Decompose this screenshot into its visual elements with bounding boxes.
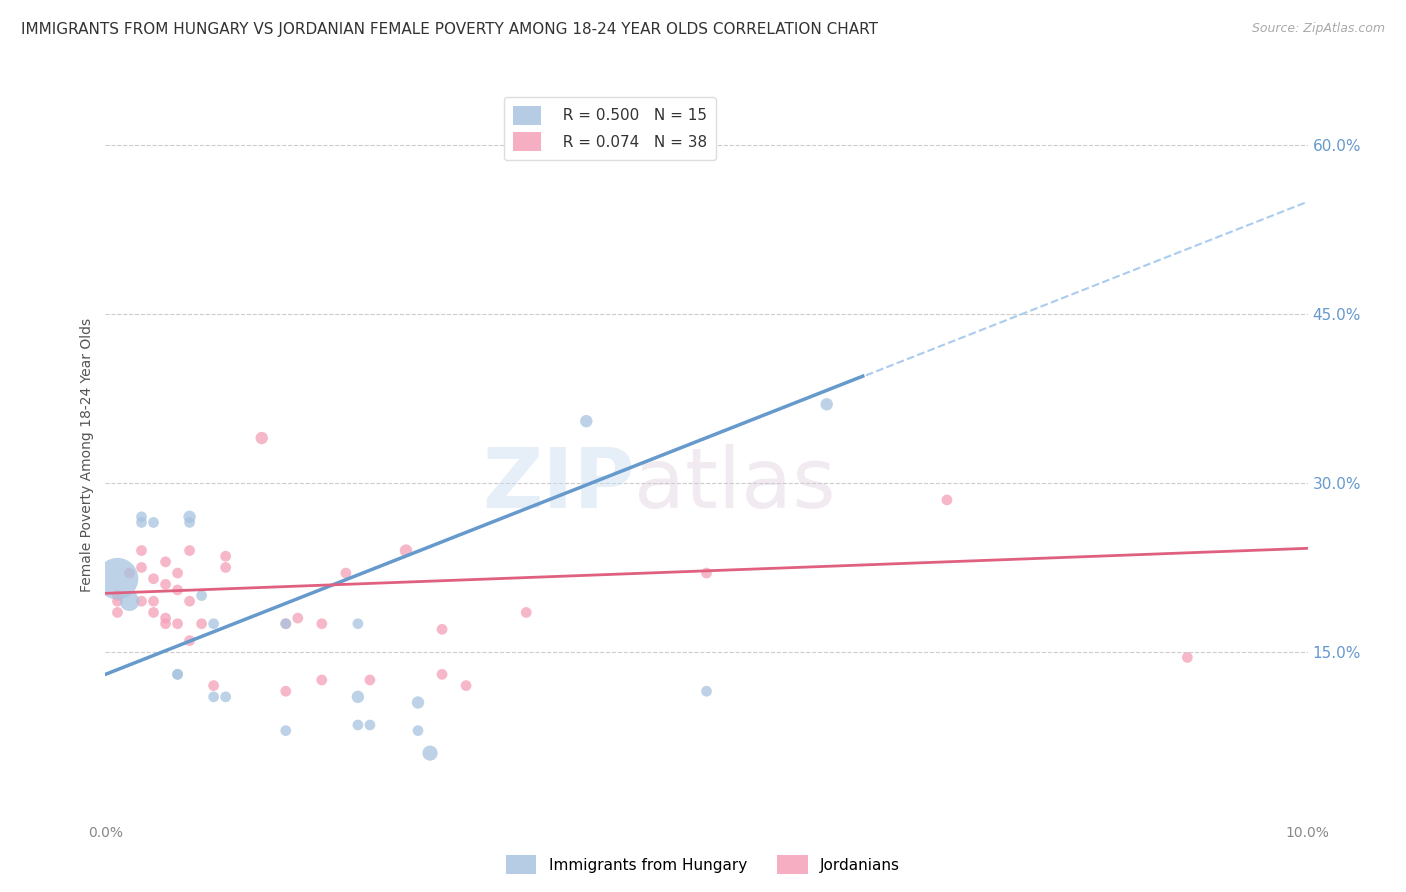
Point bbox=[575, 414, 598, 428]
Point bbox=[430, 623, 453, 637]
Point bbox=[936, 492, 959, 507]
Point bbox=[359, 673, 381, 687]
Point bbox=[107, 606, 129, 620]
Point bbox=[515, 606, 537, 620]
Point bbox=[166, 566, 188, 580]
Point bbox=[155, 611, 177, 625]
Legend:   R = 0.500   N = 15,   R = 0.074   N = 38: R = 0.500 N = 15, R = 0.074 N = 38 bbox=[505, 97, 717, 160]
Point bbox=[155, 616, 177, 631]
Text: IMMIGRANTS FROM HUNGARY VS JORDANIAN FEMALE POVERTY AMONG 18-24 YEAR OLDS CORREL: IMMIGRANTS FROM HUNGARY VS JORDANIAN FEM… bbox=[21, 22, 879, 37]
Point bbox=[166, 667, 188, 681]
Point bbox=[118, 566, 141, 580]
Point bbox=[419, 746, 441, 760]
Point bbox=[274, 616, 297, 631]
Point bbox=[166, 616, 188, 631]
Point bbox=[179, 594, 201, 608]
Point bbox=[1175, 650, 1198, 665]
Point bbox=[274, 723, 297, 738]
Point bbox=[347, 616, 370, 631]
Point bbox=[274, 616, 297, 631]
Point bbox=[202, 690, 225, 704]
Point bbox=[107, 589, 129, 603]
Point bbox=[190, 589, 212, 603]
Point bbox=[202, 679, 225, 693]
Point bbox=[214, 549, 236, 564]
Point bbox=[311, 616, 333, 631]
Point bbox=[406, 696, 429, 710]
Point bbox=[118, 594, 141, 608]
Point bbox=[155, 577, 177, 591]
Text: atlas: atlas bbox=[634, 443, 837, 524]
Point bbox=[179, 543, 201, 558]
Point bbox=[359, 718, 381, 732]
Point bbox=[214, 560, 236, 574]
Point bbox=[131, 509, 153, 524]
Point bbox=[155, 555, 177, 569]
Point bbox=[395, 543, 418, 558]
Y-axis label: Female Poverty Among 18-24 Year Olds: Female Poverty Among 18-24 Year Olds bbox=[80, 318, 94, 592]
Text: ZIP: ZIP bbox=[482, 443, 634, 524]
Point bbox=[347, 718, 370, 732]
Point bbox=[335, 566, 357, 580]
Point bbox=[179, 516, 201, 530]
Point bbox=[142, 594, 165, 608]
Point bbox=[190, 616, 212, 631]
Point bbox=[274, 684, 297, 698]
Point bbox=[142, 516, 165, 530]
Point bbox=[347, 690, 370, 704]
Point bbox=[131, 560, 153, 574]
Point bbox=[107, 572, 129, 586]
Point bbox=[131, 516, 153, 530]
Point bbox=[406, 723, 429, 738]
Point bbox=[179, 633, 201, 648]
Point bbox=[815, 397, 838, 411]
Point bbox=[131, 543, 153, 558]
Point bbox=[166, 582, 188, 597]
Point bbox=[107, 594, 129, 608]
Point bbox=[131, 594, 153, 608]
Point bbox=[214, 690, 236, 704]
Point bbox=[287, 611, 309, 625]
Point bbox=[696, 566, 718, 580]
Point bbox=[179, 509, 201, 524]
Point bbox=[202, 616, 225, 631]
Point bbox=[311, 673, 333, 687]
Text: Source: ZipAtlas.com: Source: ZipAtlas.com bbox=[1251, 22, 1385, 36]
Point bbox=[142, 606, 165, 620]
Point bbox=[142, 572, 165, 586]
Point bbox=[454, 679, 477, 693]
Legend: Immigrants from Hungary, Jordanians: Immigrants from Hungary, Jordanians bbox=[499, 849, 907, 880]
Point bbox=[166, 667, 188, 681]
Point bbox=[430, 667, 453, 681]
Point bbox=[696, 684, 718, 698]
Point bbox=[250, 431, 273, 445]
